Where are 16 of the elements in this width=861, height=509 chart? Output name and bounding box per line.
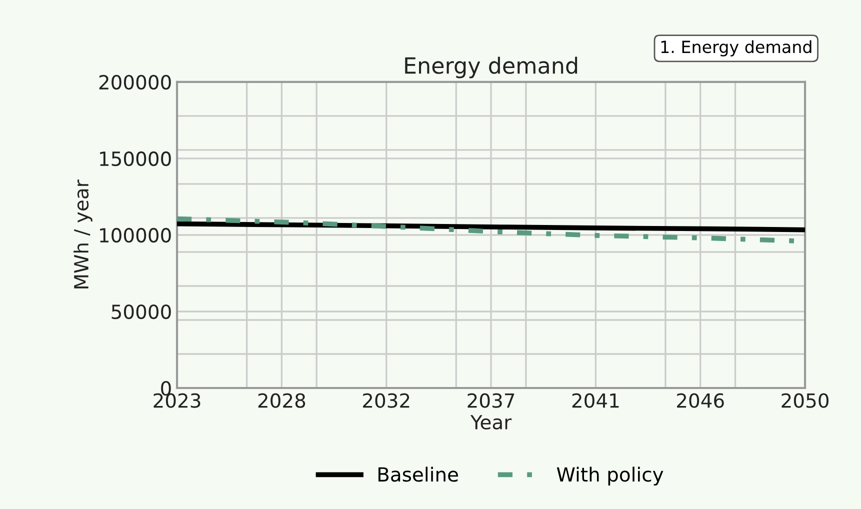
x-tick-label: 2028	[258, 393, 306, 408]
legend-label: With policy	[556, 466, 664, 486]
x-tick-label: 2050	[782, 393, 828, 408]
legend-label: Baseline	[378, 466, 458, 482]
y-tick-label: 200000	[99, 74, 171, 90]
y-tick-label: 50000	[112, 304, 171, 320]
x-axis-title: Year	[470, 415, 512, 430]
x-tick-label: 2037	[468, 393, 514, 408]
x-tick-label: 2041	[572, 393, 619, 408]
x-tick-label: 2046	[677, 393, 724, 408]
x-tick-label: 2032	[363, 393, 410, 408]
chart-title: Energy demand	[405, 56, 578, 78]
y-tick-label: 100000	[100, 228, 171, 243]
y-tick-label: 150000	[100, 151, 171, 166]
y-axis-title: MWh / year	[74, 180, 92, 288]
text: 1. Energy demand	[661, 40, 812, 56]
